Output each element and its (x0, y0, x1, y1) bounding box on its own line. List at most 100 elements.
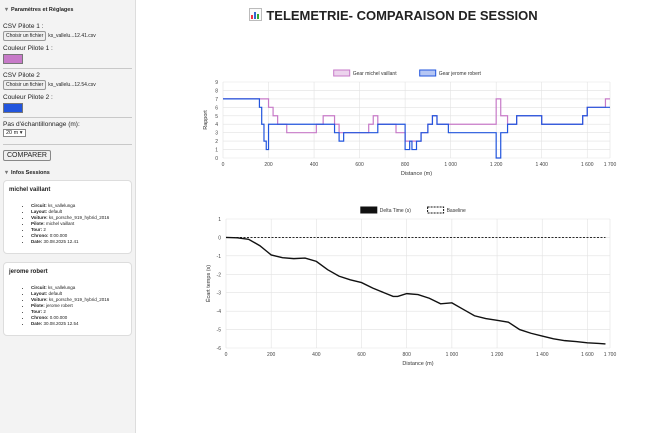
info-header[interactable]: ▾ Infos Sessions (5, 169, 132, 177)
session-detail-value: 2 (42, 309, 46, 314)
settings-header[interactable]: ▾ Paramètres et Réglages (5, 6, 132, 14)
x-tick-label: 1 200 (490, 162, 503, 168)
session-detail-key: Voiture: (31, 297, 48, 302)
session-detail: Chrono: 0.00.000 (31, 315, 126, 321)
legend-swatch (360, 206, 378, 214)
session-detail-value: 2 (42, 227, 46, 232)
session-card: michel vaillant Circuit: ks_vallelungaLay… (3, 180, 132, 254)
session-detail: Tour: 2 (31, 227, 126, 233)
csv2-label: CSV Pilote 2 (3, 72, 40, 79)
session-detail-key: Pilote: (31, 303, 45, 308)
session-detail-key: Voiture: (31, 215, 48, 220)
x-tick-label: 400 (310, 162, 319, 168)
session-detail-key: Date: (31, 321, 43, 326)
legend-label: Delta Time (s) (380, 208, 411, 214)
main-area: TELEMETRIE- COMPARAISON DE SESSION 0 1 2 3 4… (137, 0, 650, 433)
sidebar: ▾ Paramètres et Réglages CSV Pilote 1 : … (0, 0, 136, 433)
y-tick-label: -3 (217, 291, 222, 297)
x-tick-label: 0 (222, 162, 225, 168)
x-tick-label: 800 (403, 352, 412, 358)
session-detail: Date: 30.08.2025 12.41 (31, 239, 126, 245)
session-card-title: jerome robert (9, 269, 48, 275)
csv1-file-button[interactable]: Choisir un fichier (3, 31, 47, 41)
session-detail-value: ks_vallelunga (46, 285, 76, 290)
session-detail: Pilote: jerome robert (31, 303, 126, 309)
x-tick-label: 1 400 (535, 162, 548, 168)
color1-label: Couleur Pilote 1 : (3, 45, 53, 52)
sampling-select[interactable]: 20 m ▾ (3, 129, 26, 137)
series-line (225, 236, 606, 345)
session-detail-key: Tour: (31, 309, 43, 314)
page-title: TELEMETRIE- COMPARAISON DE SESSION (137, 8, 650, 23)
y-tick-label: 0 (218, 235, 221, 241)
y-tick-label: 4 (215, 122, 218, 128)
session-detail-value: 0:00.000 (48, 233, 68, 238)
y-tick-label: 5 (215, 114, 218, 120)
session-detail: Layout: default (31, 291, 126, 297)
x-axis-label: Distance (m) (402, 361, 433, 367)
y-tick-label: -5 (217, 328, 222, 334)
session-detail-key: Layout: (31, 291, 48, 296)
delta-time-chart: 10-1-2-3-4-5-60 200 400 600 800 1 000 1 200 1 4… (205, 206, 616, 367)
x-tick-label: 1 600 (581, 162, 594, 168)
y-axis-label: Rapport (203, 110, 209, 130)
x-tick-label: 400 (312, 352, 321, 358)
csv1-file-name: ks_vallelu...12.41.csv (48, 33, 96, 39)
sampling-label: Pas d'échantillonnage (m): (3, 121, 80, 128)
session-detail: Voiture: ks_porsche_919_hybrid_2016 (31, 215, 126, 221)
legend-label: Gear michel vaillant (353, 71, 398, 77)
csv2-file-button[interactable]: Choisir un fichier (3, 80, 47, 90)
session-detail: Tour: 2 (31, 309, 126, 315)
session-detail-value: ks_vallelunga (46, 203, 76, 208)
session-detail: Layout: default (31, 209, 126, 215)
y-tick-label: -4 (217, 309, 222, 315)
legend-swatch (419, 69, 437, 77)
x-tick-label: 1 600 (581, 352, 594, 358)
session-detail-key: Tour: (31, 227, 43, 232)
divider (3, 144, 132, 145)
csv1-label: CSV Pilote 1 : (3, 23, 44, 30)
x-tick-label: 0 (225, 352, 228, 358)
session-detail-value: default (47, 291, 63, 296)
color2-picker[interactable] (3, 103, 23, 113)
series-line (223, 98, 610, 159)
session-detail: Voiture: ks_porsche_919_hybrid_2016 (31, 297, 126, 303)
y-tick-label: 0 (215, 156, 218, 162)
x-tick-label: 1 700 (604, 162, 617, 168)
session-detail-value: 30.08.2025 12.41 (42, 239, 79, 244)
chart-icon (249, 8, 263, 21)
y-tick-label: 3 (215, 131, 218, 137)
session-detail-value: ks_porsche_919_hybrid_2016 (47, 215, 110, 220)
compare-button[interactable]: COMPARER (3, 150, 51, 161)
page-title-text: TELEMETRIE- COMPARAISON DE SESSION (266, 8, 538, 23)
session-detail-key: Chrono: (31, 315, 49, 320)
session-detail: Pilote: michel vaillant (31, 221, 126, 227)
y-tick-label: 2 (215, 139, 218, 145)
x-tick-label: 600 (357, 352, 366, 358)
session-detail-value: default (47, 209, 63, 214)
csv2-file-name: ks_vallelu...12.54.csv (48, 82, 96, 88)
x-tick-label: 1 000 (444, 162, 457, 168)
color1-picker[interactable] (3, 54, 23, 64)
session-detail-key: Layout: (31, 209, 48, 214)
y-tick-label: 6 (215, 105, 218, 111)
x-axis-label: Distance (m) (401, 171, 432, 177)
chevron-down-icon: ▾ (5, 170, 9, 176)
divider (3, 68, 132, 69)
y-tick-label: -6 (217, 346, 222, 352)
x-tick-label: 200 (267, 352, 276, 358)
legend-swatch (333, 69, 351, 77)
legend-label: Gear jerome robert (439, 71, 482, 77)
y-tick-label: -2 (217, 272, 222, 278)
x-tick-label: 1 400 (536, 352, 549, 358)
session-detail: Circuit: ks_vallelunga (31, 203, 126, 209)
session-detail-value: 30.08.2025 12.54 (42, 321, 79, 326)
session-detail-key: Circuit: (31, 203, 47, 208)
session-detail-value: jerome robert (44, 303, 73, 308)
legend-label: Baseline (447, 208, 466, 214)
session-detail: Date: 30.08.2025 12.54 (31, 321, 126, 327)
x-tick-label: 200 (264, 162, 273, 168)
session-cards: michel vaillantCircuit: ks_vallelungaLay… (3, 180, 132, 336)
session-card-title: michel vaillant (9, 187, 51, 193)
y-tick-label: 8 (215, 88, 218, 94)
